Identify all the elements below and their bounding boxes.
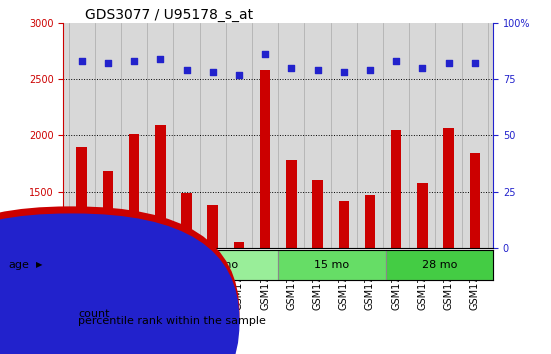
- Text: 6 mo: 6 mo: [210, 259, 239, 270]
- Bar: [260, 70, 271, 248]
- Text: count: count: [78, 309, 110, 319]
- Text: percentile rank within the sample: percentile rank within the sample: [78, 316, 266, 326]
- Bar: [63, 250, 171, 280]
- Point: [104, 61, 112, 66]
- Bar: [338, 201, 349, 248]
- Point: [444, 61, 453, 66]
- Bar: [444, 127, 454, 248]
- Bar: [278, 250, 386, 280]
- Bar: [77, 147, 87, 248]
- Point: [418, 65, 427, 71]
- Bar: [286, 160, 296, 248]
- Point: [313, 67, 322, 73]
- Bar: [208, 205, 218, 248]
- Point: [287, 65, 296, 71]
- Point: [156, 56, 165, 62]
- Bar: [181, 193, 192, 248]
- Point: [365, 67, 374, 73]
- Text: 3 mo: 3 mo: [103, 259, 131, 270]
- Point: [129, 58, 138, 64]
- Bar: [391, 130, 402, 248]
- Point: [77, 58, 86, 64]
- Bar: [155, 125, 165, 248]
- Point: [392, 58, 401, 64]
- Point: [235, 72, 244, 78]
- Point: [182, 67, 191, 73]
- Bar: [129, 134, 139, 248]
- Point: [339, 70, 348, 75]
- Text: ▶: ▶: [36, 260, 42, 269]
- Text: 15 mo: 15 mo: [315, 259, 349, 270]
- Bar: [386, 250, 493, 280]
- Bar: [417, 183, 428, 248]
- Bar: [312, 181, 323, 248]
- Text: age: age: [8, 259, 29, 270]
- Bar: [171, 250, 278, 280]
- Bar: [365, 195, 375, 248]
- Bar: [102, 171, 113, 248]
- Text: 28 mo: 28 mo: [422, 259, 457, 270]
- Point: [261, 52, 269, 57]
- Bar: [469, 153, 480, 248]
- Point: [471, 61, 479, 66]
- Bar: [234, 242, 244, 248]
- Text: GDS3077 / U95178_s_at: GDS3077 / U95178_s_at: [85, 8, 253, 22]
- Point: [208, 70, 217, 75]
